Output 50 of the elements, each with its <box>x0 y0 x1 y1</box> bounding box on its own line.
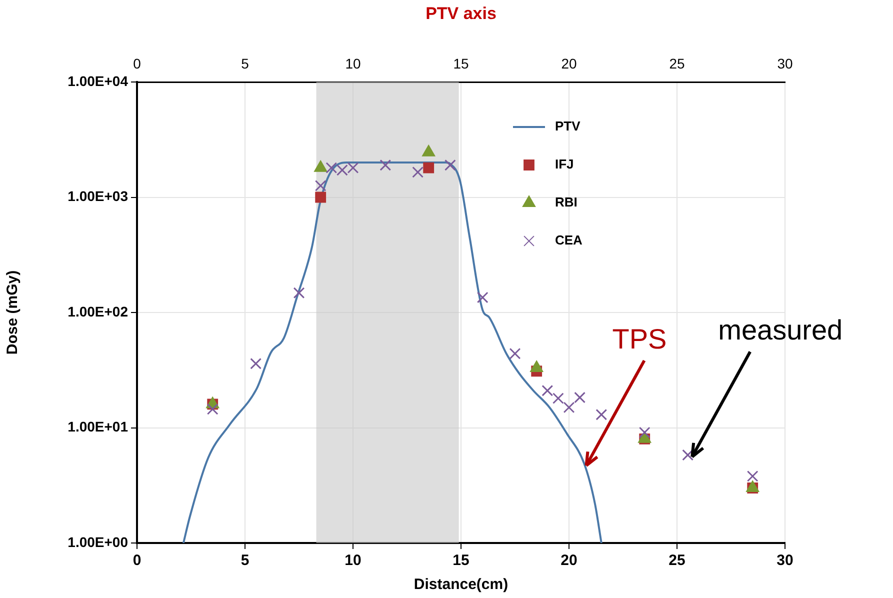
point <box>206 403 218 415</box>
point <box>347 162 359 174</box>
point <box>542 384 554 396</box>
point <box>638 426 650 438</box>
y-tick-label: 1.00E+01 <box>68 418 128 435</box>
x2-tick-label: 10 <box>345 55 361 72</box>
annotation: TPS <box>612 323 667 354</box>
x2-tick-label: 15 <box>453 55 469 72</box>
point <box>552 392 564 404</box>
point <box>293 287 305 299</box>
annotation: measured <box>718 314 843 346</box>
y-tick-label: 1.00E+03 <box>68 188 128 204</box>
point <box>326 162 338 174</box>
y-tick-label: 1.00E+04 <box>68 72 128 89</box>
point <box>336 164 348 176</box>
point <box>596 408 608 420</box>
x-tick-label: 25 <box>668 552 686 570</box>
legend-label: RBI <box>555 194 578 210</box>
x-tick-label: 20 <box>560 552 578 570</box>
point <box>563 402 575 414</box>
x2-tick-label: 30 <box>777 55 793 72</box>
legend-label: CEA <box>555 232 584 248</box>
point <box>412 166 424 178</box>
x2-tick-label: 25 <box>669 55 685 72</box>
point <box>476 292 488 304</box>
x2-tick-label: 5 <box>241 55 250 72</box>
x-tick-label: 0 <box>132 552 142 570</box>
legend-label: PTV <box>555 118 581 134</box>
x-tick-label: 10 <box>344 552 362 570</box>
legend-label: IFJ <box>555 156 574 172</box>
point <box>315 192 326 203</box>
line-series <box>182 162 602 543</box>
y-tick-label: 1.00E+00 <box>68 534 128 550</box>
point <box>444 159 456 171</box>
point <box>250 358 262 370</box>
y-tick-label: 1.00E+02 <box>68 303 128 320</box>
point <box>380 159 392 171</box>
x2-tick-label: 20 <box>561 55 577 72</box>
point <box>746 470 758 482</box>
x-axis-title: Distance(cm) <box>414 576 508 594</box>
point <box>314 180 326 192</box>
x-tick-label: 30 <box>776 552 794 570</box>
x2-tick-label: 0 <box>133 55 142 72</box>
point <box>574 392 586 404</box>
point <box>423 162 434 174</box>
x-tick-label: 15 <box>452 552 470 570</box>
y-axis-title: Dose (mGy) <box>4 270 22 355</box>
x-tick-label: 5 <box>240 552 250 570</box>
x2-axis-title: PTV axis <box>426 4 496 23</box>
point <box>509 348 521 360</box>
